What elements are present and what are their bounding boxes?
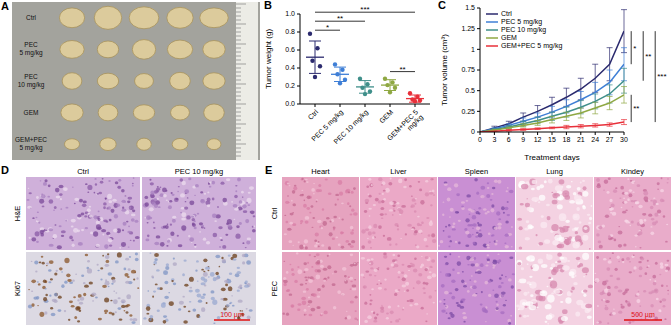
svg-text:Ctrl: Ctrl	[307, 108, 320, 121]
html-text:Ctrl: Ctrl	[501, 10, 512, 17]
svg-text:Treatment days: Treatment days	[524, 153, 579, 162]
svg-text:H&E: H&E	[13, 206, 22, 221]
svg-text:PEC 10 mg/kg: PEC 10 mg/kg	[175, 167, 223, 176]
svg-text:**: **	[337, 14, 343, 23]
svg-text:100 μm: 100 μm	[220, 311, 244, 319]
html-text:GEM+PEC 5 mg/kg: GEM+PEC 5 mg/kg	[501, 42, 563, 49]
svg-text:1.25: 1.25	[461, 25, 475, 32]
svg-text:0.25: 0.25	[461, 108, 475, 115]
svg-text:E: E	[265, 164, 272, 176]
svg-text:24: 24	[591, 136, 599, 143]
svg-text:Ctrl: Ctrl	[26, 14, 37, 21]
svg-text:6: 6	[507, 136, 511, 143]
svg-text:*: *	[633, 44, 636, 53]
svg-text:21: 21	[577, 136, 585, 143]
svg-text:0.5: 0.5	[465, 87, 475, 94]
svg-text:A: A	[1, 0, 9, 12]
svg-text:D: D	[1, 164, 9, 176]
html-text:GEM: GEM	[501, 34, 517, 41]
svg-text:Heart: Heart	[311, 167, 330, 176]
svg-text:Spleen: Spleen	[465, 167, 488, 176]
svg-text:18: 18	[563, 136, 571, 143]
svg-text:1.5: 1.5	[465, 4, 475, 11]
svg-text:Liver: Liver	[390, 167, 407, 176]
svg-text:Ctrl: Ctrl	[77, 167, 89, 176]
svg-text:***: ***	[657, 72, 666, 81]
html-text:C: C	[438, 0, 446, 11]
svg-text:15: 15	[548, 136, 556, 143]
svg-text:1: 1	[471, 46, 475, 53]
svg-text:9: 9	[521, 136, 525, 143]
svg-text:Tumor weight (g): Tumor weight (g)	[264, 29, 273, 90]
svg-text:30: 30	[620, 136, 628, 143]
svg-text:0.2: 0.2	[285, 82, 295, 89]
svg-text:Kindey: Kindey	[621, 167, 644, 176]
svg-text:Lung: Lung	[546, 167, 563, 176]
svg-text:Ctrl: Ctrl	[270, 207, 279, 219]
svg-text:27: 27	[606, 136, 614, 143]
svg-text:GEM: GEM	[24, 109, 39, 116]
svg-text:***: ***	[360, 5, 369, 14]
svg-text:Tumor volume (cm³): Tumor volume (cm³)	[440, 34, 449, 106]
svg-text:PEC 5 mg/kg: PEC 5 mg/kg	[310, 108, 345, 143]
html-text:PEC 5 mg/kg: PEC 5 mg/kg	[501, 18, 543, 25]
svg-text:**: **	[399, 65, 405, 74]
svg-text:**: **	[633, 104, 639, 113]
svg-text:12: 12	[534, 136, 542, 143]
svg-text:PEC5 mg/kg: PEC5 mg/kg	[19, 41, 43, 57]
html-text:B: B	[264, 0, 272, 11]
svg-text:GEM+PEC 5mg/kg: GEM+PEC 5mg/kg	[386, 108, 425, 147]
svg-text:Ki67: Ki67	[13, 281, 22, 296]
svg-text:0.4: 0.4	[285, 64, 295, 71]
svg-text:0.0: 0.0	[285, 100, 295, 107]
svg-text:0.8: 0.8	[285, 28, 295, 35]
svg-text:0: 0	[471, 128, 475, 135]
svg-text:**: **	[645, 52, 651, 61]
svg-text:*: *	[326, 23, 329, 32]
html-text:PEC 10 mg/kg: PEC 10 mg/kg	[501, 26, 547, 33]
svg-text:GEM+PEC5 mg/kg: GEM+PEC5 mg/kg	[15, 136, 47, 152]
svg-text:0.6: 0.6	[285, 46, 295, 53]
svg-text:PEC10 mg/kg: PEC10 mg/kg	[18, 73, 45, 89]
svg-text:GEM: GEM	[378, 108, 394, 124]
svg-text:1.0: 1.0	[285, 10, 295, 17]
svg-text:0.75: 0.75	[461, 66, 475, 73]
svg-text:PEC: PEC	[270, 280, 279, 296]
svg-text:0: 0	[478, 136, 482, 143]
svg-text:3: 3	[492, 136, 496, 143]
svg-text:PEC 10 mg/kg: PEC 10 mg/kg	[332, 108, 370, 146]
svg-text:500 μm: 500 μm	[631, 311, 655, 319]
